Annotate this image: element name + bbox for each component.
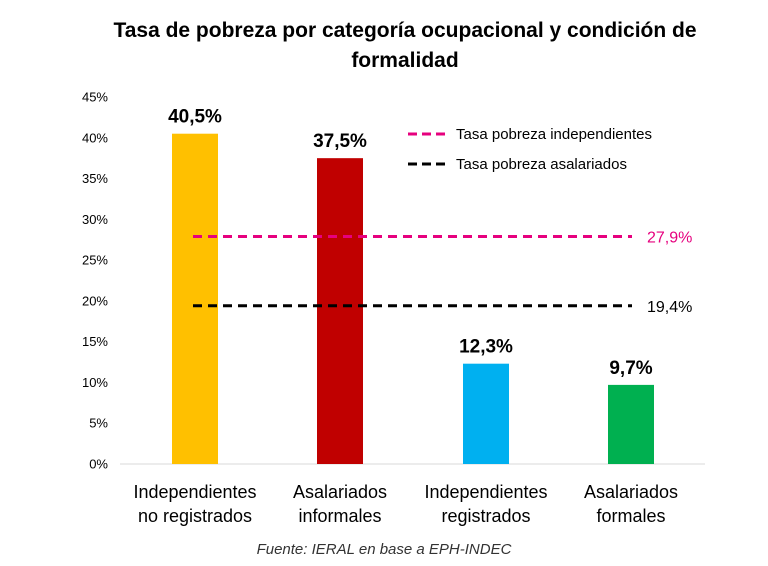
bar — [317, 158, 363, 464]
y-tick-label: 10% — [82, 375, 108, 390]
category-label: no registrados — [138, 506, 252, 526]
data-labels: 40,5% 37,5% 12,3% 9,7% — [168, 107, 653, 379]
chart-title: Tasa de pobreza por categoría ocupaciona… — [113, 19, 697, 72]
y-tick-label: 45% — [82, 90, 108, 105]
reference-line-label: 27,9% — [647, 229, 692, 246]
y-tick-label: 20% — [82, 293, 108, 308]
data-label: 9,7% — [609, 358, 652, 379]
category-label: informales — [298, 506, 381, 526]
bar — [608, 384, 654, 464]
category-label: Independientes — [133, 482, 256, 502]
y-tick-label: 25% — [82, 253, 108, 268]
category-labels: Independientes no registrados Asalariados i… — [133, 482, 678, 526]
bars — [172, 133, 654, 464]
reference-line-label: 19,4% — [647, 299, 692, 316]
bar — [463, 363, 509, 464]
y-tick-label: 5% — [89, 416, 108, 431]
y-tick-label: 35% — [82, 171, 108, 186]
y-tick-label: 15% — [82, 334, 108, 349]
legend: Tasa pobreza independientes Tasa pobreza … — [408, 126, 652, 173]
y-tick-label: 30% — [82, 212, 108, 227]
y-tick-label: 40% — [82, 130, 108, 145]
category-label: formales — [596, 506, 665, 526]
data-label: 40,5% — [168, 107, 222, 128]
y-axis-ticks: 0% 5% 10% 15% 20% 25% 30% 35% 40% 45% — [82, 90, 108, 472]
legend-entry: Tasa pobreza asalariados — [456, 156, 627, 173]
category-label: registrados — [441, 506, 530, 526]
data-label: 12,3% — [459, 337, 513, 358]
category-label: Asalariados — [293, 482, 387, 502]
source-note: Fuente: IERAL en base a EPH-INDEC — [256, 541, 512, 558]
reference-lines: 27,9% 19,4% — [193, 229, 692, 316]
category-label: Independientes — [424, 482, 547, 502]
bar — [172, 133, 218, 464]
y-tick-label: 0% — [89, 457, 108, 472]
legend-entry: Tasa pobreza independientes — [456, 126, 652, 143]
category-label: Asalariados — [584, 482, 678, 502]
data-label: 37,5% — [313, 131, 367, 152]
